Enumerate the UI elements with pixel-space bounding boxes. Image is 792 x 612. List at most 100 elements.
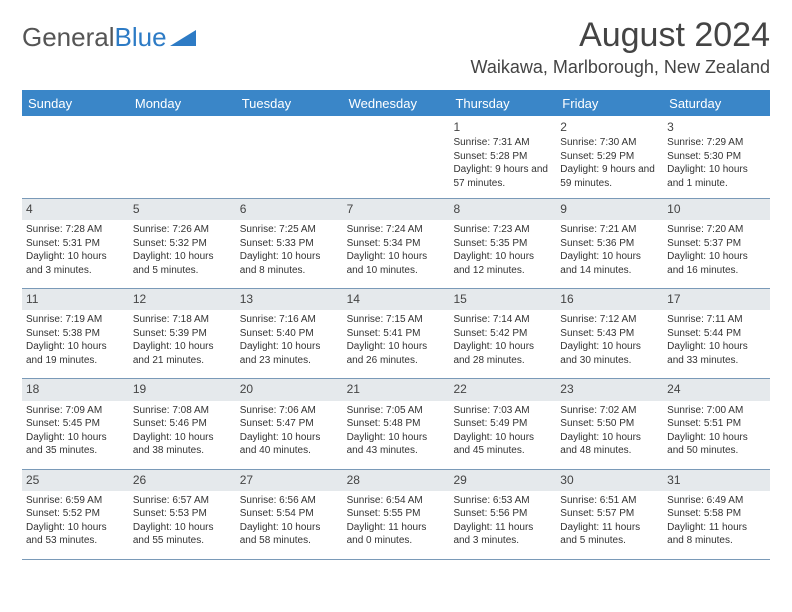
- day-number: 23: [560, 381, 659, 397]
- calendar-cell: [236, 116, 343, 198]
- location-subtitle: Waikawa, Marlborough, New Zealand: [471, 57, 770, 78]
- calendar-week: 1Sunrise: 7:31 AM Sunset: 5:28 PM Daylig…: [22, 116, 770, 199]
- calendar-cell: Sunrise: 7:05 AM Sunset: 5:48 PM Dayligh…: [343, 401, 450, 469]
- calendar-cell: Sunrise: 6:49 AM Sunset: 5:58 PM Dayligh…: [663, 491, 770, 559]
- calendar-cell: Sunrise: 7:16 AM Sunset: 5:40 PM Dayligh…: [236, 310, 343, 378]
- logo-text-left: General: [22, 22, 115, 53]
- calendar-cell: Sunrise: 6:59 AM Sunset: 5:52 PM Dayligh…: [22, 491, 129, 559]
- day-number: 19: [133, 381, 232, 397]
- calendar-cell: 3Sunrise: 7:29 AM Sunset: 5:30 PM Daylig…: [663, 116, 770, 198]
- day-number-cell: 4: [22, 199, 129, 220]
- day-header: Wednesday: [343, 92, 450, 116]
- calendar-cell: Sunrise: 7:21 AM Sunset: 5:36 PM Dayligh…: [556, 220, 663, 288]
- day-number: 30: [560, 472, 659, 488]
- calendar-cell: Sunrise: 7:06 AM Sunset: 5:47 PM Dayligh…: [236, 401, 343, 469]
- day-number: 7: [347, 201, 446, 217]
- day-detail: Sunrise: 7:25 AM Sunset: 5:33 PM Dayligh…: [240, 223, 339, 277]
- calendar-cell: Sunrise: 7:08 AM Sunset: 5:46 PM Dayligh…: [129, 401, 236, 469]
- day-number: 10: [667, 201, 766, 217]
- day-detail: Sunrise: 7:05 AM Sunset: 5:48 PM Dayligh…: [347, 404, 446, 458]
- logo: GeneralBlue: [22, 16, 196, 53]
- day-number: 29: [453, 472, 552, 488]
- day-number-cell: 17: [663, 289, 770, 310]
- day-number-cell: 5: [129, 199, 236, 220]
- day-detail: Sunrise: 7:26 AM Sunset: 5:32 PM Dayligh…: [133, 223, 232, 277]
- day-number: 8: [453, 201, 552, 217]
- day-number-cell: 9: [556, 199, 663, 220]
- day-number: 3: [667, 119, 766, 135]
- day-detail: Sunrise: 7:18 AM Sunset: 5:39 PM Dayligh…: [133, 313, 232, 367]
- day-detail: Sunrise: 7:23 AM Sunset: 5:35 PM Dayligh…: [453, 223, 552, 277]
- calendar-week: Sunrise: 7:09 AM Sunset: 5:45 PM Dayligh…: [22, 401, 770, 470]
- day-number-cell: 20: [236, 379, 343, 400]
- page-header: GeneralBlue August 2024 Waikawa, Marlbor…: [22, 16, 770, 78]
- day-number-cell: 22: [449, 379, 556, 400]
- calendar-cell: Sunrise: 7:25 AM Sunset: 5:33 PM Dayligh…: [236, 220, 343, 288]
- day-detail: Sunrise: 7:03 AM Sunset: 5:49 PM Dayligh…: [453, 404, 552, 458]
- calendar-cell: Sunrise: 6:53 AM Sunset: 5:56 PM Dayligh…: [449, 491, 556, 559]
- calendar-weeks: 1Sunrise: 7:31 AM Sunset: 5:28 PM Daylig…: [22, 116, 770, 560]
- day-number-row: 18 192021 22 23 24: [22, 379, 770, 400]
- title-block: August 2024 Waikawa, Marlborough, New Ze…: [471, 16, 770, 78]
- day-number: 21: [347, 381, 446, 397]
- day-header: Saturday: [663, 92, 770, 116]
- day-detail: Sunrise: 7:31 AM Sunset: 5:28 PM Dayligh…: [453, 136, 552, 190]
- calendar-cell: Sunrise: 7:19 AM Sunset: 5:38 PM Dayligh…: [22, 310, 129, 378]
- day-number: 13: [240, 291, 339, 307]
- day-detail: Sunrise: 7:02 AM Sunset: 5:50 PM Dayligh…: [560, 404, 659, 458]
- day-number-cell: 25: [22, 470, 129, 491]
- day-header: Sunday: [22, 92, 129, 116]
- day-number: 6: [240, 201, 339, 217]
- day-detail: Sunrise: 7:21 AM Sunset: 5:36 PM Dayligh…: [560, 223, 659, 277]
- calendar-week: Sunrise: 6:59 AM Sunset: 5:52 PM Dayligh…: [22, 491, 770, 560]
- day-detail: Sunrise: 7:11 AM Sunset: 5:44 PM Dayligh…: [667, 313, 766, 367]
- day-detail: Sunrise: 6:56 AM Sunset: 5:54 PM Dayligh…: [240, 494, 339, 548]
- day-number-row: 11121314151617: [22, 289, 770, 310]
- day-detail: Sunrise: 7:24 AM Sunset: 5:34 PM Dayligh…: [347, 223, 446, 277]
- calendar-cell: Sunrise: 7:18 AM Sunset: 5:39 PM Dayligh…: [129, 310, 236, 378]
- day-number: 15: [453, 291, 552, 307]
- calendar-cell: Sunrise: 7:11 AM Sunset: 5:44 PM Dayligh…: [663, 310, 770, 378]
- day-number-row: 25262728293031: [22, 470, 770, 491]
- day-number-cell: 18: [22, 379, 129, 400]
- calendar-week: Sunrise: 7:19 AM Sunset: 5:38 PM Dayligh…: [22, 310, 770, 379]
- day-number: 18: [26, 381, 125, 397]
- day-header: Monday: [129, 92, 236, 116]
- calendar: SundayMondayTuesdayWednesdayThursdayFrid…: [22, 90, 770, 560]
- day-detail: Sunrise: 7:29 AM Sunset: 5:30 PM Dayligh…: [667, 136, 766, 190]
- day-header: Tuesday: [236, 92, 343, 116]
- day-detail: Sunrise: 7:16 AM Sunset: 5:40 PM Dayligh…: [240, 313, 339, 367]
- day-detail: Sunrise: 6:49 AM Sunset: 5:58 PM Dayligh…: [667, 494, 766, 548]
- day-number-cell: 11: [22, 289, 129, 310]
- calendar-cell: Sunrise: 7:15 AM Sunset: 5:41 PM Dayligh…: [343, 310, 450, 378]
- day-number-cell: 13: [236, 289, 343, 310]
- day-number: 5: [133, 201, 232, 217]
- day-number: 31: [667, 472, 766, 488]
- day-number: 14: [347, 291, 446, 307]
- day-number-cell: 30: [556, 470, 663, 491]
- calendar-cell: Sunrise: 7:20 AM Sunset: 5:37 PM Dayligh…: [663, 220, 770, 288]
- day-detail: Sunrise: 6:57 AM Sunset: 5:53 PM Dayligh…: [133, 494, 232, 548]
- calendar-cell: [129, 116, 236, 198]
- day-number-cell: 21: [343, 379, 450, 400]
- day-number: 25: [26, 472, 125, 488]
- calendar-cell: Sunrise: 7:14 AM Sunset: 5:42 PM Dayligh…: [449, 310, 556, 378]
- day-number: 22: [453, 381, 552, 397]
- day-detail: Sunrise: 7:12 AM Sunset: 5:43 PM Dayligh…: [560, 313, 659, 367]
- calendar-cell: Sunrise: 7:12 AM Sunset: 5:43 PM Dayligh…: [556, 310, 663, 378]
- day-number-cell: 27: [236, 470, 343, 491]
- day-number-cell: 6: [236, 199, 343, 220]
- day-number-cell: 29: [449, 470, 556, 491]
- day-detail: Sunrise: 6:59 AM Sunset: 5:52 PM Dayligh…: [26, 494, 125, 548]
- calendar-page: GeneralBlue August 2024 Waikawa, Marlbor…: [0, 0, 792, 570]
- calendar-cell: Sunrise: 7:02 AM Sunset: 5:50 PM Dayligh…: [556, 401, 663, 469]
- day-detail: Sunrise: 7:19 AM Sunset: 5:38 PM Dayligh…: [26, 313, 125, 367]
- day-number-row: 45678910: [22, 199, 770, 220]
- day-number: 2: [560, 119, 659, 135]
- day-number: 24: [667, 381, 766, 397]
- day-header: Thursday: [449, 92, 556, 116]
- day-number-cell: 15: [449, 289, 556, 310]
- day-number-cell: 28: [343, 470, 450, 491]
- calendar-cell: Sunrise: 6:57 AM Sunset: 5:53 PM Dayligh…: [129, 491, 236, 559]
- calendar-cell: [22, 116, 129, 198]
